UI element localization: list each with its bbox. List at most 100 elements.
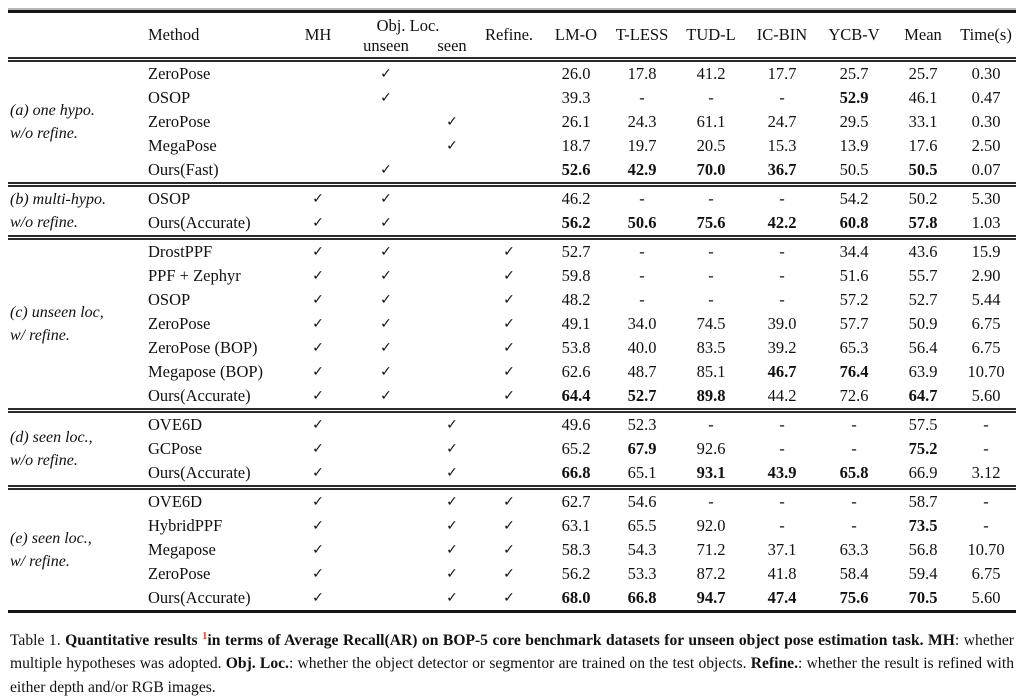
empty-cell <box>430 312 474 336</box>
check-icon: ✓ <box>446 518 458 534</box>
value-cell: 50.2 <box>890 182 956 211</box>
empty-cell <box>342 461 430 488</box>
value-cell: 51.6 <box>839 266 869 285</box>
value-cell: 44.2 <box>767 386 797 405</box>
section-label-line: w/o refine. <box>10 214 78 231</box>
table-row: MegaPose ✓ 18.7 19.7 20.5 15.3 13.9 17.6 2.50 <box>8 134 1016 158</box>
table-body: (a) one hypo. w/o refine. ZeroPose ✓ 26.0 17.… <box>8 57 1016 612</box>
value-cell: 93.1 <box>696 463 726 482</box>
col-header-unseen: unseen <box>342 35 430 61</box>
value-cell: 52.6 <box>561 160 591 179</box>
check-icon: ✓ <box>503 316 515 332</box>
value-cell: 42.2 <box>767 213 797 232</box>
value-cell: 73.5 <box>908 516 938 535</box>
value-cell: 3.12 <box>971 463 1001 482</box>
value-cell: 39.2 <box>767 338 797 357</box>
value-cell: - <box>779 439 785 458</box>
check-icon: ✓ <box>312 364 324 380</box>
empty-cell <box>430 235 474 264</box>
check-icon: ✓ <box>312 215 324 231</box>
method-name: ZeroPose <box>144 57 294 86</box>
value-cell: 10.70 <box>967 540 1005 559</box>
value-cell: 58.4 <box>839 564 869 583</box>
method-name: ZeroPose <box>148 564 211 583</box>
check-icon: ✓ <box>474 485 544 514</box>
value-cell: 24.7 <box>767 112 797 131</box>
table-row: PPF + Zephyr ✓ ✓ ✓ 59.8 - - - 51.6 55.7 2.90 <box>8 264 1016 288</box>
section-label-line: w/ refine. <box>10 327 70 344</box>
value-cell: 0.07 <box>971 160 1001 179</box>
method-name: PPF + Zephyr <box>148 266 241 285</box>
caption-refine-term: Refine. <box>750 655 798 673</box>
check-icon: ✓ <box>503 364 515 380</box>
empty-cell <box>474 461 544 488</box>
section-label-line: w/o refine. <box>10 452 78 469</box>
value-cell: 75.6 <box>696 213 726 232</box>
value-cell: - <box>608 182 676 211</box>
value-cell: - <box>818 408 890 437</box>
empty-cell <box>430 264 474 288</box>
value-cell: 54.3 <box>627 540 657 559</box>
check-icon: ✓ <box>312 292 324 308</box>
value-cell: 0.30 <box>956 57 1016 86</box>
check-icon: ✓ <box>312 316 324 332</box>
value-cell: 58.3 <box>561 540 591 559</box>
value-cell: 24.3 <box>627 112 657 131</box>
value-cell: 58.7 <box>890 485 956 514</box>
empty-cell <box>430 158 474 185</box>
empty-cell <box>342 485 430 514</box>
table-row: Ours(Fast) ✓ 52.6 42.9 70.0 36.7 50.5 50.5 0.07 <box>8 158 1016 185</box>
col-header-method: Method <box>144 11 294 61</box>
value-cell: - <box>708 266 714 285</box>
value-cell: - <box>676 485 746 514</box>
check-icon: ✓ <box>380 364 392 380</box>
value-cell: 75.2 <box>908 439 938 458</box>
table-row: (e) seen loc., w/ refine. OVE6D ✓ ✓ ✓ 62.7 54.6… <box>8 485 1016 612</box>
table-row: ZeroPose ✓ ✓ ✓ 56.2 53.3 87.2 41.8 58.4 59.4 6.75 <box>8 562 1016 586</box>
table-row: (b) multi-hypo. w/o refine. OSOP ✓ ✓ 46.2- - -5… <box>8 182 1016 238</box>
value-cell: 2.90 <box>971 266 1001 285</box>
method-name: HybridPPF <box>148 516 223 535</box>
check-icon: ✓ <box>312 340 324 356</box>
empty-cell <box>342 408 430 437</box>
section-label-line: (d) seen loc., <box>10 428 93 446</box>
value-cell: 76.4 <box>839 362 869 381</box>
col-header-time: Time(s) <box>956 11 1016 61</box>
value-cell: - <box>746 408 818 437</box>
check-icon: ✓ <box>312 542 324 558</box>
value-cell: 46.2 <box>544 182 608 211</box>
value-cell: - <box>639 88 645 107</box>
value-cell: 26.1 <box>561 112 591 131</box>
section-label: (d) seen loc., w/o refine. <box>8 408 144 488</box>
value-cell: - <box>779 290 785 309</box>
check-icon: ✓ <box>446 566 458 582</box>
value-cell: 6.75 <box>971 314 1001 333</box>
check-icon: ✓ <box>380 215 392 231</box>
check-icon: ✓ <box>312 518 324 534</box>
method-name: Ours(Accurate) <box>148 213 251 232</box>
value-cell: 41.8 <box>767 564 797 583</box>
value-cell: 0.30 <box>971 112 1001 131</box>
empty-cell <box>342 437 430 461</box>
value-cell: 37.1 <box>767 540 797 559</box>
check-icon: ✓ <box>312 566 324 582</box>
value-cell: 50.5 <box>908 160 938 179</box>
col-header-tudl: TUD-L <box>676 11 746 61</box>
check-icon: ✓ <box>294 235 342 264</box>
value-cell: 65.3 <box>839 338 869 357</box>
section-label: (c) unseen loc, w/ refine. <box>8 235 144 411</box>
method-name: OVE6D <box>144 485 294 514</box>
value-cell: 72.6 <box>839 386 869 405</box>
check-icon: ✓ <box>312 441 324 457</box>
empty-cell <box>474 57 544 86</box>
value-cell: 63.9 <box>908 362 938 381</box>
empty-cell <box>474 110 544 134</box>
value-cell: 55.7 <box>908 266 938 285</box>
section-label-line: w/ refine. <box>10 553 70 570</box>
value-cell: 92.6 <box>696 439 726 458</box>
value-cell: 66.8 <box>627 588 657 607</box>
value-cell: 19.7 <box>627 136 657 155</box>
value-cell: 43.9 <box>767 463 797 482</box>
value-cell: - <box>676 408 746 437</box>
section-label: (a) one hypo. w/o refine. <box>8 57 144 185</box>
